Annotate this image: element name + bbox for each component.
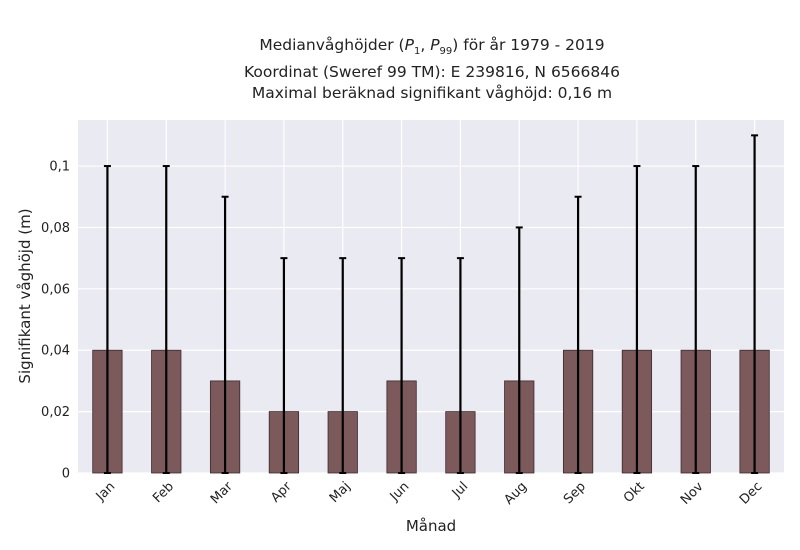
x-tick-label: Feb — [150, 479, 177, 506]
y-axis-label: Signifikant våghöjd (m) — [16, 208, 34, 383]
chart-title: Medianvåghöjder (P1, P99) för år 1979 - … — [0, 35, 800, 104]
x-tick-label: Jan — [93, 479, 118, 504]
y-tick-label: 0 — [62, 467, 70, 482]
x-tick-label: Aug — [502, 479, 531, 508]
x-tick-label: Jun — [387, 479, 413, 505]
title-line-3: Maximal beräknad signifikant våghöjd: 0,… — [251, 84, 613, 103]
y-tick-label: 0,08 — [41, 221, 70, 236]
y-tick-label: 0,02 — [41, 405, 70, 420]
x-tick-label: Jul — [449, 479, 471, 501]
title-line-1: Medianvåghöjder (P1, P99) för år 1979 - … — [259, 36, 605, 58]
x-tick-label: Apr — [268, 479, 295, 506]
title-line-2: Koordinat (Sweref 99 TM): E 239816, N 65… — [244, 63, 620, 82]
y-tick-label: 0,04 — [41, 344, 70, 359]
x-tick-label: Dec — [737, 479, 765, 507]
x-tick-label: Maj — [327, 479, 354, 506]
y-tick-label: 0,06 — [41, 282, 70, 297]
x-axis-label: Månad — [406, 517, 456, 535]
x-tick-label: Sep — [561, 479, 589, 507]
plot-area — [78, 120, 784, 473]
y-axis-ticks: 0 0,02 0,04 0,06 0,08 0,1 — [41, 160, 70, 482]
x-tick-label: Mar — [208, 479, 236, 507]
y-tick-label: 0,1 — [49, 160, 70, 175]
x-tick-label: Okt — [621, 479, 648, 506]
x-axis-ticks: Jan Feb Mar Apr Maj Jun Jul Aug Sep Okt Nov Dec — [93, 479, 766, 508]
error-bars — [103, 134, 759, 474]
x-tick-label: Nov — [678, 479, 707, 508]
